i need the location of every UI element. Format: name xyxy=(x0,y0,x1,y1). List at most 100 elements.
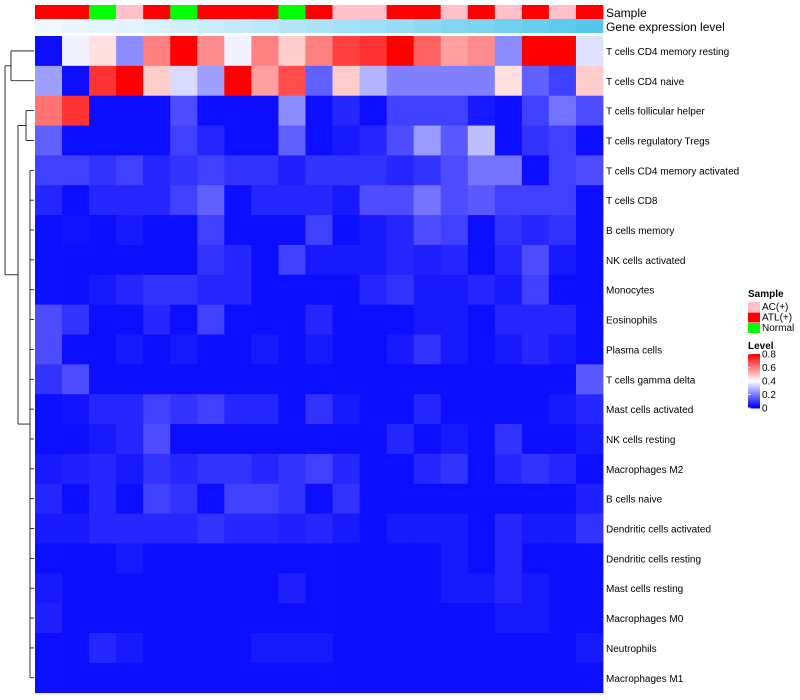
heatmap-cell xyxy=(278,155,306,186)
heatmap-cell xyxy=(548,513,577,544)
sample-annotation-cell xyxy=(332,5,360,19)
heatmap-cell xyxy=(305,603,333,634)
heatmap-cell xyxy=(62,603,90,634)
heatmap-cell xyxy=(89,633,117,664)
heatmap-cell xyxy=(62,304,90,335)
heatmap-cell xyxy=(494,244,523,276)
gene-annotation-cell xyxy=(305,19,333,33)
gene-annotation-cell xyxy=(413,19,442,33)
heatmap-cell xyxy=(413,543,442,574)
heatmap-cell xyxy=(575,244,604,276)
heatmap-cell xyxy=(359,215,388,246)
heatmap-cell xyxy=(305,633,333,664)
heatmap-cell xyxy=(278,633,306,664)
heatmap-cell xyxy=(305,334,333,365)
heatmap-cell xyxy=(467,244,496,276)
legend-tick-label: 0.4 xyxy=(762,377,776,388)
heatmap-cell xyxy=(197,424,225,455)
legend-label: Normal xyxy=(762,323,794,334)
heatmap-cell xyxy=(359,424,388,455)
heatmap-cell xyxy=(197,304,225,335)
heatmap-cell xyxy=(170,244,198,276)
sample-annotation-cell xyxy=(440,5,469,19)
legend-colorbar-step xyxy=(748,403,760,406)
heatmap-cell xyxy=(116,185,144,216)
sample-annotation-cell xyxy=(62,5,90,19)
legend-colorbar-step xyxy=(748,398,760,401)
heatmap-cell xyxy=(116,453,144,485)
heatmap-cell xyxy=(440,274,469,306)
heatmap-cell xyxy=(197,662,225,694)
heatmap-cell xyxy=(89,125,117,156)
heatmap-cell xyxy=(35,125,63,156)
heatmap-cell xyxy=(116,36,144,67)
heatmap-cell xyxy=(575,274,604,306)
heatmap-cell xyxy=(521,36,550,67)
heatmap-cell xyxy=(62,125,90,156)
heatmap-cell xyxy=(494,573,523,604)
heatmap-cell xyxy=(548,633,577,664)
heatmap-cell xyxy=(332,633,360,664)
heatmap-cell xyxy=(332,125,360,156)
heatmap-cell xyxy=(251,334,279,365)
sample-annotation-cell xyxy=(575,5,604,19)
heatmap-cell xyxy=(143,125,171,156)
heatmap-cell xyxy=(548,244,577,276)
heatmap-cell xyxy=(62,244,90,276)
legend-colorbar-step xyxy=(748,395,760,398)
heatmap-cell xyxy=(467,453,496,485)
heatmap-cell xyxy=(521,334,550,365)
heatmap-cell xyxy=(278,603,306,634)
heatmap-cell xyxy=(440,483,469,514)
heatmap-cell xyxy=(359,155,388,186)
sample-annotation-cell xyxy=(89,5,117,19)
heatmap-cell xyxy=(413,334,442,365)
heatmap-cell xyxy=(305,274,333,306)
heatmap-cell xyxy=(89,573,117,604)
heatmap-cell xyxy=(332,662,360,694)
gene-annotation-cell xyxy=(35,19,63,33)
heatmap-cell xyxy=(494,304,523,335)
heatmap-cell xyxy=(359,244,388,276)
heatmap-cell xyxy=(440,185,469,216)
heatmap-cell xyxy=(467,215,496,246)
heatmap-cell xyxy=(359,662,388,694)
heatmap-cell xyxy=(521,394,550,425)
heatmap-cell xyxy=(35,65,63,97)
legend-colorbar-step xyxy=(748,374,760,377)
heatmap-cell xyxy=(170,36,198,67)
heatmap-cell xyxy=(116,543,144,574)
heatmap-cell xyxy=(413,662,442,694)
heatmap-cell xyxy=(197,633,225,664)
row-label: Dendritic cells activated xyxy=(606,525,711,536)
heatmap-cell xyxy=(62,334,90,365)
heatmap-cell xyxy=(386,274,415,306)
heatmap-cell xyxy=(413,304,442,335)
heatmap-cell xyxy=(224,274,252,306)
heatmap-cell xyxy=(89,424,117,455)
heatmap-cell xyxy=(197,215,225,246)
heatmap-cell xyxy=(440,633,469,664)
heatmap-cell xyxy=(494,633,523,664)
row-dendrogram xyxy=(4,50,34,679)
heatmap-cell xyxy=(332,95,360,126)
heatmap-cell xyxy=(35,334,63,365)
heatmap-cell xyxy=(521,483,550,514)
legend-colorbar-step xyxy=(748,355,760,358)
heatmap-cell xyxy=(359,453,388,485)
heatmap-cell xyxy=(359,334,388,365)
heatmap-cell xyxy=(548,603,577,634)
heatmap-cell xyxy=(170,304,198,335)
heatmap-cell xyxy=(197,244,225,276)
heatmap-cell xyxy=(440,603,469,634)
heatmap-cell xyxy=(35,483,63,514)
sample-annotation-title: Sample xyxy=(606,6,647,20)
heatmap-cell xyxy=(494,125,523,156)
sample-annotation-cell xyxy=(251,5,279,19)
heatmap-cell xyxy=(413,364,442,395)
heatmap-cell xyxy=(494,155,523,186)
heatmap-cell xyxy=(548,274,577,306)
heatmap-cell xyxy=(143,95,171,126)
legend-colorbar-step xyxy=(748,390,760,393)
